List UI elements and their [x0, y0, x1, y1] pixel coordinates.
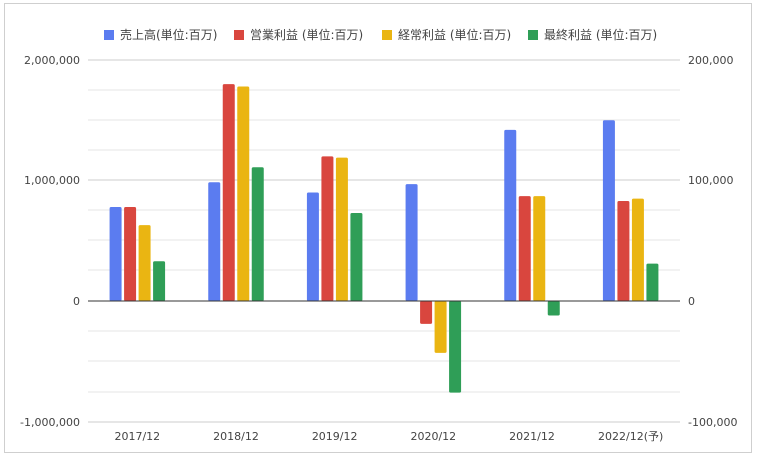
legend-swatch	[234, 30, 244, 40]
x-tick-label: 2018/12	[213, 430, 259, 443]
bar-2017/12-最終利益 (単位:百万)	[153, 261, 166, 301]
x-tick-label: 2022/12(予)	[598, 430, 663, 443]
legend: 売上高(単位:百万) 営業利益 (単位:百万) 経常利益 (単位:百万) 最終利益 (…	[104, 27, 657, 42]
axes: 2,000,000 1,000,000 0 -1,000,000 200,000 100,…	[20, 54, 737, 443]
y-left-tick-label: 0	[73, 295, 80, 308]
legend-swatch	[382, 30, 392, 40]
bar-2022/12(予)-営業利益 (単位:百万)	[617, 200, 630, 301]
bar-2018/12-売上高(単位:百万)	[208, 182, 221, 301]
legend-label: 売上高(単位:百万)	[120, 27, 217, 42]
bar-2019/12-売上高(単位:百万)	[306, 192, 319, 301]
y-right-tick-label: 200,000	[688, 54, 734, 67]
y-left-tick-label: 2,000,000	[24, 54, 80, 67]
x-tick-label: 2020/12	[410, 430, 456, 443]
bar-2022/12(予)-経常利益 (単位:百万)	[631, 198, 644, 301]
legend-label: 最終利益 (単位:百万)	[544, 27, 657, 42]
bar-2022/12(予)-最終利益 (単位:百万)	[646, 263, 659, 301]
bar-2019/12-最終利益 (単位:百万)	[350, 213, 363, 301]
y-right-tick-label: 0	[688, 295, 695, 308]
bar-2017/12-売上高(単位:百万)	[109, 207, 122, 301]
bar-2019/12-営業利益 (単位:百万)	[321, 156, 334, 301]
bar-2020/12-経常利益 (単位:百万)	[434, 301, 447, 353]
y-left-tick-label: 1,000,000	[24, 174, 80, 187]
bar-2020/12-売上高(単位:百万)	[405, 184, 418, 301]
bar-2018/12-経常利益 (単位:百万)	[237, 86, 250, 301]
bars	[109, 84, 659, 393]
bar-2021/12-経常利益 (単位:百万)	[533, 196, 546, 301]
bar-2018/12-営業利益 (単位:百万)	[222, 84, 235, 301]
y-right-tick-label: 100,000	[688, 174, 734, 187]
grid-lines	[88, 59, 680, 423]
y-right-tick-label: -100,000	[688, 416, 737, 429]
y-left-tick-label: -1,000,000	[20, 416, 80, 429]
bar-2018/12-最終利益 (単位:百万)	[251, 167, 264, 301]
bar-2021/12-営業利益 (単位:百万)	[518, 196, 531, 301]
legend-swatch	[104, 30, 114, 40]
x-tick-label: 2017/12	[114, 430, 160, 443]
bar-2022/12(予)-売上高(単位:百万)	[602, 120, 615, 301]
bar-2020/12-最終利益 (単位:百万)	[449, 301, 462, 393]
legend-label: 経常利益 (単位:百万)	[398, 27, 511, 42]
bar-2017/12-経常利益 (単位:百万)	[138, 225, 151, 301]
x-tick-label: 2021/12	[509, 430, 555, 443]
bar-2017/12-営業利益 (単位:百万)	[124, 207, 137, 301]
bar-2021/12-売上高(単位:百万)	[504, 129, 517, 301]
bar-2021/12-最終利益 (単位:百万)	[547, 301, 560, 316]
x-tick-label: 2019/12	[312, 430, 358, 443]
legend-label: 営業利益 (単位:百万)	[250, 27, 363, 42]
legend-swatch	[528, 30, 538, 40]
bar-2019/12-経常利益 (単位:百万)	[335, 157, 348, 301]
bar-2020/12-営業利益 (単位:百万)	[420, 301, 433, 324]
